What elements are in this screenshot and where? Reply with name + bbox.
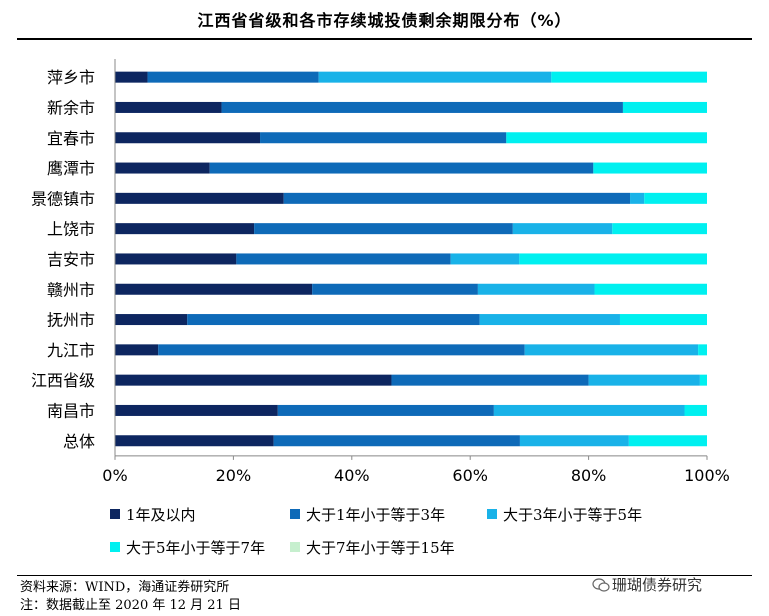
bar-segment (594, 283, 707, 295)
bar-segment (115, 192, 284, 204)
bar-segment (115, 314, 188, 326)
bar-segment (479, 314, 620, 326)
source-note: 资料来源：WIND，海通证券研究所 (20, 580, 230, 595)
bar-segment (115, 253, 237, 265)
legend-item: 大于3年小于等于5年 (487, 504, 642, 524)
category-label: 九江市 (47, 341, 95, 360)
chart-title-bar: 江西省省级和各市存续城投债剩余期限分布（%） (17, 4, 752, 40)
bar-segment (115, 132, 261, 144)
bar-segment (312, 283, 478, 295)
bar-segment (115, 374, 392, 386)
bar-segment (115, 162, 210, 174)
x-tick-label: 0% (102, 466, 127, 485)
bar-segment (115, 404, 278, 416)
category-label: 宜春市 (47, 129, 95, 148)
bar-segment (260, 132, 507, 144)
x-tick-label: 60% (452, 466, 488, 485)
bar-segment (644, 192, 707, 204)
legend-swatch (487, 509, 497, 519)
bar-segment (593, 162, 707, 174)
legend-swatch (110, 509, 120, 519)
bar-segment (115, 223, 255, 235)
category-label: 总体 (63, 432, 95, 451)
category-label: 鹰潭市 (47, 159, 95, 178)
bar-segment (318, 71, 552, 83)
bar-segment (391, 374, 589, 386)
bar-segment (236, 253, 451, 265)
category-label: 景德镇市 (31, 189, 95, 208)
bar-segment (277, 404, 494, 416)
bar-segment (619, 314, 707, 326)
legend-swatch (290, 542, 300, 552)
bar-segment (115, 344, 159, 356)
bar-segment (698, 344, 707, 356)
bar-segment (221, 101, 623, 113)
category-label: 南昌市 (47, 401, 95, 420)
bar-segment (115, 101, 222, 113)
bar-segment (254, 223, 513, 235)
x-tick-label: 40% (334, 466, 370, 485)
wechat-icon (592, 578, 610, 592)
bar-segment (493, 404, 685, 416)
legend-item: 大于5年小于等于7年 (110, 537, 265, 557)
legend-swatch (110, 542, 120, 552)
watermark-text: 珊瑚债券研究 (612, 576, 703, 594)
bar-segment (612, 223, 707, 235)
footer-divider (17, 575, 752, 576)
legend-label: 大于3年小于等于5年 (503, 505, 643, 524)
category-label: 抚州市 (47, 311, 95, 330)
legend-item: 1年及以内 (110, 504, 196, 524)
bar-segment (115, 435, 274, 447)
bar-segment (115, 283, 313, 295)
legend-swatch (290, 509, 300, 519)
bar-segment (209, 162, 594, 174)
legend-item: 大于1年小于等于3年 (290, 504, 445, 524)
bar-segment (588, 374, 700, 386)
bar-segment (519, 253, 707, 265)
bar-segment (524, 344, 699, 356)
category-label: 江西省级 (31, 371, 95, 390)
bar-segment (506, 132, 707, 144)
category-label: 上饶市 (47, 220, 95, 239)
bar-segment (519, 435, 629, 447)
bar-segment (622, 101, 707, 113)
x-tick-label: 80% (571, 466, 607, 485)
bar-segment (551, 71, 707, 83)
bar-segment (512, 223, 613, 235)
bar-segment (273, 435, 520, 447)
bar-segment (630, 192, 645, 204)
legend-label: 1年及以内 (126, 505, 196, 524)
category-label: 新余市 (47, 98, 95, 117)
bar-segment (187, 314, 480, 326)
bar-segment (477, 283, 595, 295)
bar-segment (684, 404, 707, 416)
legend-item: 大于7年小于等于15年 (290, 537, 455, 557)
bar-segment (158, 344, 525, 356)
bar-segment (283, 192, 631, 204)
x-tick-label: 20% (216, 466, 252, 485)
bar-segment (699, 374, 707, 386)
legend-label: 大于1年小于等于3年 (306, 505, 446, 524)
bar-segment (115, 71, 148, 83)
category-label: 吉安市 (47, 250, 95, 269)
bar-segment (628, 435, 707, 447)
x-tick-label: 100% (684, 466, 730, 485)
bar-segment (450, 253, 520, 265)
category-label: 萍乡市 (47, 68, 95, 87)
legend-label: 大于5年小于等于7年 (126, 538, 266, 557)
date-note: 注：数据截止至 2020 年 12 月 21 日 (20, 598, 241, 613)
chart-title: 江西省省级和各市存续城投债剩余期限分布（%） (197, 11, 572, 30)
legend-label: 大于7年小于等于15年 (306, 538, 455, 557)
bar-segment (147, 71, 319, 83)
category-label: 赣州市 (47, 280, 95, 299)
